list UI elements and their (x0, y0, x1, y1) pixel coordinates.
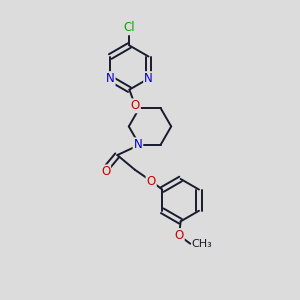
Text: O: O (101, 165, 110, 178)
Text: N: N (144, 72, 153, 85)
Text: CH₃: CH₃ (192, 239, 213, 249)
Text: Cl: Cl (124, 21, 135, 34)
Text: O: O (131, 99, 140, 112)
Text: O: O (175, 229, 184, 242)
Text: N: N (106, 72, 115, 85)
Text: O: O (147, 175, 156, 188)
Text: N: N (134, 138, 142, 151)
